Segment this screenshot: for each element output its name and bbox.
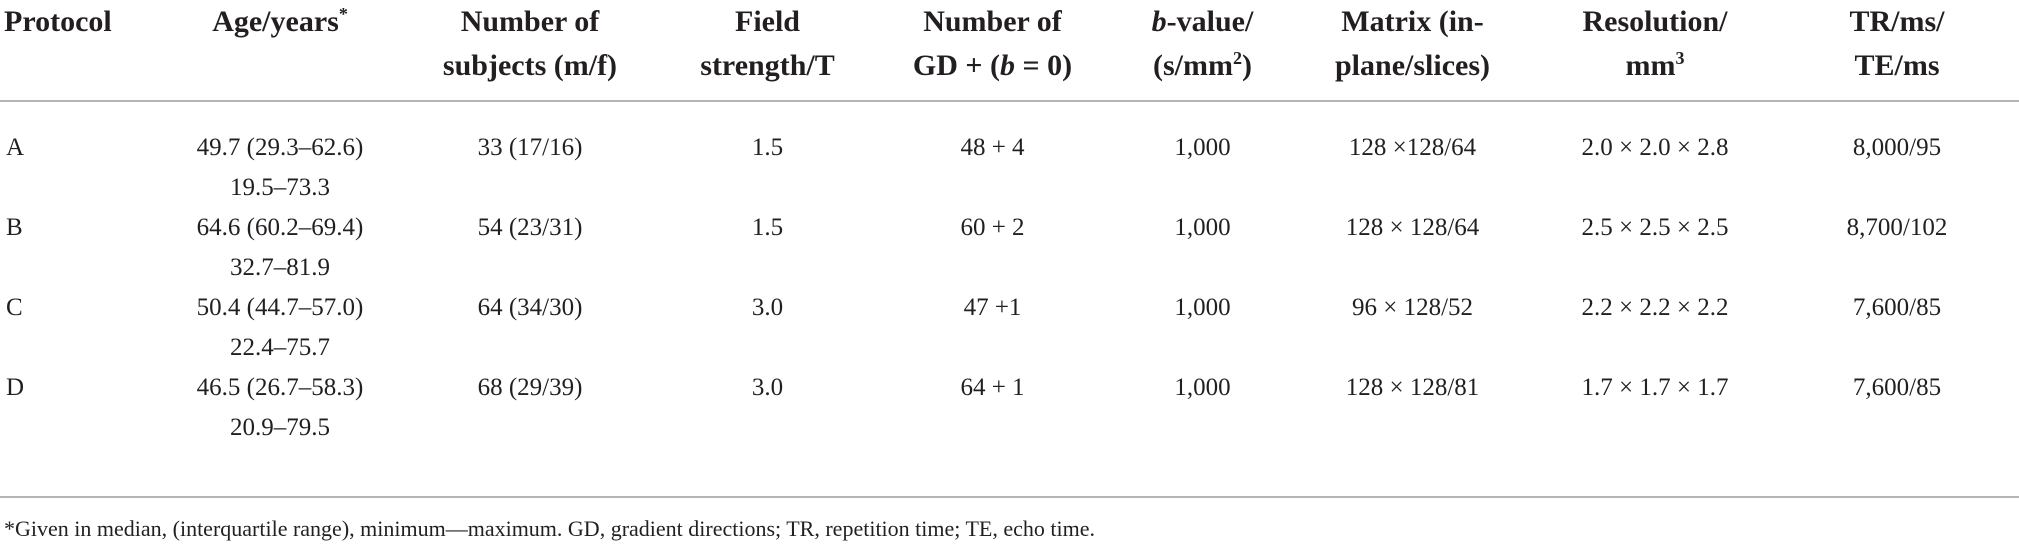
protocol-table: Protocol Age/years* Number of subjects (m/… xyxy=(0,0,2019,448)
cell-age: 64.6 (60.2–69.4) 32.7–81.9 xyxy=(165,208,395,288)
cell-subjects: 64 (34/30) xyxy=(477,294,583,321)
table-footnote: *Given in median, (interquartile range),… xyxy=(4,516,1095,541)
header-row: Protocol Age/years* Number of subjects (m/… xyxy=(0,0,2019,101)
cell-b-value: 1,000 xyxy=(1174,134,1231,161)
cell-age: 46.5 (26.7–58.3) 20.9–79.5 xyxy=(165,368,395,448)
cell-tr-te: 7,600/85 xyxy=(1852,374,1942,401)
age-range: 22.4–75.7 xyxy=(230,334,330,361)
table-header: Protocol Age/years* Number of subjects (m/… xyxy=(0,0,2019,101)
cell-age: 49.7 (29.3–62.6) 19.5–73.3 xyxy=(165,101,395,208)
cell-field-strength: 3.0 xyxy=(751,374,784,401)
header-b-value: b-value/ (s/mm2) xyxy=(1151,5,1254,82)
cell-gd: 60 + 2 xyxy=(960,214,1025,241)
cell-tr-te: 8,000/95 xyxy=(1852,134,1942,161)
cell-field-strength: 1.5 xyxy=(751,214,784,241)
table-row: C 50.4 (44.7–57.0) 22.4–75.7 64 (34/30) 3.0 4… xyxy=(0,288,2019,368)
cell-b-value: 1,000 xyxy=(1174,214,1231,241)
cell-subjects: 68 (29/39) xyxy=(477,374,583,401)
header-matrix: Matrix (in- plane/slices) xyxy=(1335,5,1490,82)
age-median-iqr: 46.5 (26.7–58.3) xyxy=(196,374,364,401)
header-gradient-directions: Number of GD + (b = 0) xyxy=(912,5,1073,82)
cell-tr-te: 7,600/85 xyxy=(1852,294,1942,321)
table-row: A 49.7 (29.3–62.6) 19.5–73.3 33 (17/16) 1.5 4… xyxy=(0,101,2019,208)
cell-b-value: 1,000 xyxy=(1174,374,1231,401)
cell-gd: 48 + 4 xyxy=(960,134,1025,161)
cell-resolution: 1.7 × 1.7 × 1.7 xyxy=(1581,374,1729,401)
cell-protocol: D xyxy=(6,374,25,401)
cell-subjects: 54 (23/31) xyxy=(477,214,583,241)
header-subjects: Number of subjects (m/f) xyxy=(442,5,618,82)
cell-age: 50.4 (44.7–57.0) 22.4–75.7 xyxy=(165,288,395,368)
cell-protocol: A xyxy=(6,134,25,161)
table-bottom-rule xyxy=(0,496,2019,498)
header-protocol: Protocol xyxy=(4,5,112,38)
cell-resolution: 2.2 × 2.2 × 2.2 xyxy=(1581,294,1729,321)
age-range: 32.7–81.9 xyxy=(230,254,330,281)
cell-resolution: 2.5 × 2.5 × 2.5 xyxy=(1581,214,1729,241)
header-resolution: Resolution/ mm3 xyxy=(1582,5,1728,82)
age-median-iqr: 64.6 (60.2–69.4) xyxy=(196,214,364,241)
table-body: A 49.7 (29.3–62.6) 19.5–73.3 33 (17/16) 1.5 4… xyxy=(0,101,2019,448)
cell-matrix: 96 × 128/52 xyxy=(1351,294,1474,321)
header-field-strength: Field strength/T xyxy=(700,5,835,82)
table-row: B 64.6 (60.2–69.4) 32.7–81.9 54 (23/31) 1.5 6… xyxy=(0,208,2019,288)
cell-protocol: B xyxy=(6,214,23,241)
cell-matrix: 128 ×128/64 xyxy=(1348,134,1477,161)
header-tr-te: TR/ms/ TE/ms xyxy=(1849,5,1945,82)
cell-resolution: 2.0 × 2.0 × 2.8 xyxy=(1581,134,1729,161)
cell-matrix: 128 × 128/81 xyxy=(1345,374,1480,401)
cell-matrix: 128 × 128/64 xyxy=(1345,214,1480,241)
age-median-iqr: 50.4 (44.7–57.0) xyxy=(196,294,364,321)
cell-field-strength: 3.0 xyxy=(751,294,784,321)
cell-b-value: 1,000 xyxy=(1174,294,1231,321)
cell-subjects: 33 (17/16) xyxy=(477,134,583,161)
age-range: 19.5–73.3 xyxy=(230,174,330,201)
age-range: 20.9–79.5 xyxy=(230,414,330,441)
header-age: Age/years* xyxy=(212,4,348,38)
cell-protocol: C xyxy=(6,294,23,321)
cell-tr-te: 8,700/102 xyxy=(1846,214,1948,241)
age-median-iqr: 49.7 (29.3–62.6) xyxy=(196,134,364,161)
cell-gd: 64 + 1 xyxy=(960,374,1025,401)
cell-gd: 47 +1 xyxy=(963,294,1022,321)
table-row: D 46.5 (26.7–58.3) 20.9–79.5 68 (29/39) 3.0 6… xyxy=(0,368,2019,448)
cell-field-strength: 1.5 xyxy=(751,134,784,161)
